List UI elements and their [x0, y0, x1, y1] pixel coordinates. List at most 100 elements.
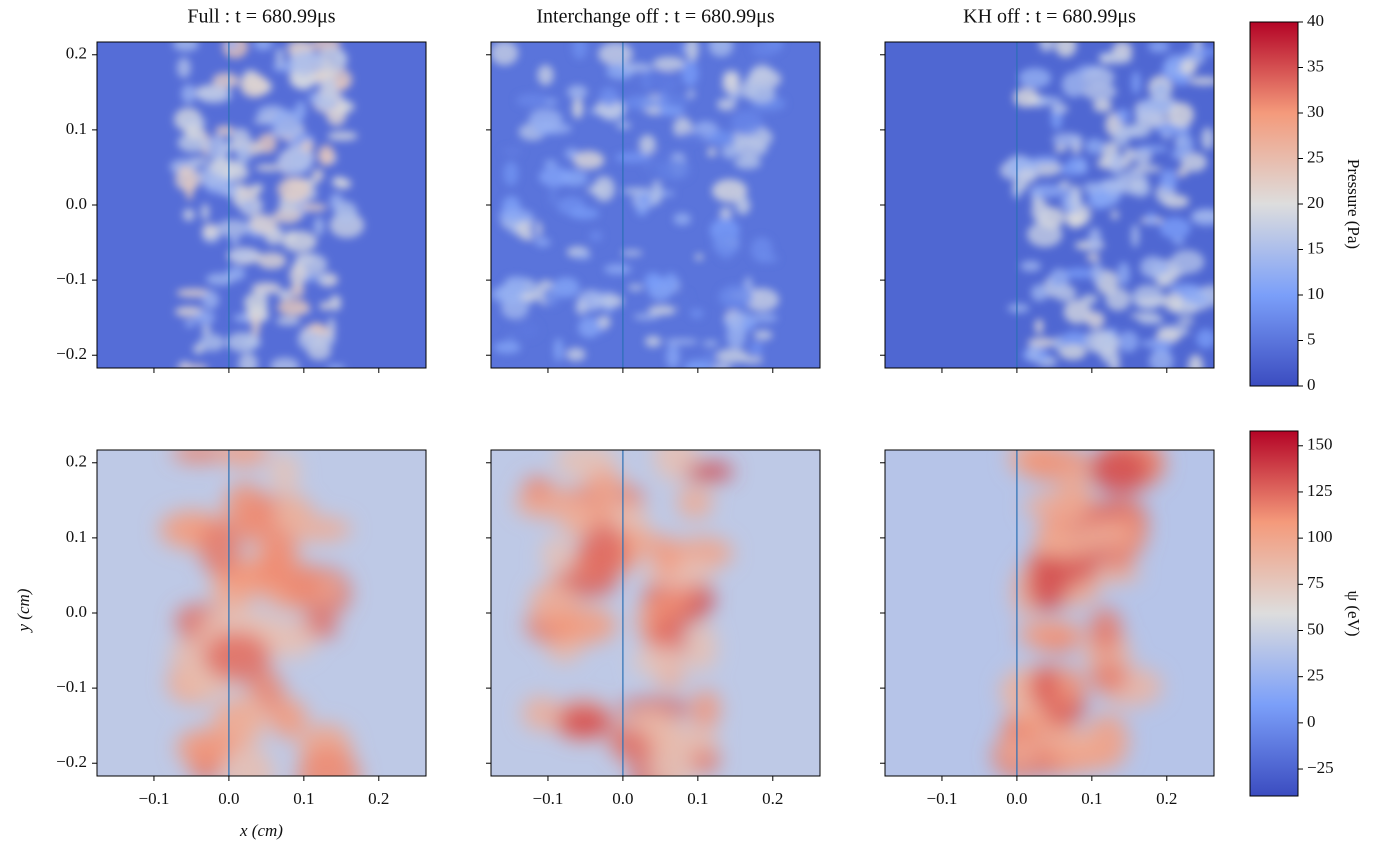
field-blob: [711, 179, 748, 203]
y-tick-label: −0.1: [56, 269, 87, 288]
field-blob: [491, 42, 519, 66]
field-blob: [239, 73, 269, 98]
field-blob: [627, 284, 644, 292]
field-blob: [657, 159, 692, 182]
field-blob: [270, 698, 308, 740]
field-blob: [280, 562, 325, 607]
field-blob: [752, 313, 778, 323]
field-blob: [242, 203, 253, 211]
field-blob: [253, 42, 273, 51]
field-blobs: [169, 42, 365, 368]
y-tick-label: 0.1: [66, 119, 87, 138]
field-blob: [572, 42, 588, 60]
field-blob: [1029, 184, 1065, 198]
field-blob: [1092, 98, 1113, 113]
panel: −0.1 0.0 0.1 0.2: [486, 449, 821, 808]
field-blob: [209, 159, 231, 166]
field-blob: [270, 620, 316, 659]
field-blob: [1026, 344, 1041, 362]
x-tick-label: 0.1: [293, 789, 314, 808]
field-blob: [1061, 71, 1086, 98]
field-blob: [1063, 299, 1092, 324]
field-blob: [569, 207, 600, 220]
field-blob: [646, 725, 719, 756]
field-blob: [202, 223, 219, 239]
field-blob: [1131, 71, 1141, 95]
field-blob: [1086, 253, 1101, 262]
field-blob: [185, 175, 194, 201]
field-blob: [182, 208, 195, 222]
field-blob: [753, 330, 773, 341]
field-blob: [633, 313, 660, 320]
field-blob: [560, 711, 610, 735]
panel-title: Full : t = 680.99μs: [187, 6, 335, 28]
field-blob: [1065, 209, 1085, 229]
field-blob: [196, 86, 233, 104]
field-blob: [1135, 110, 1165, 129]
field-blob: [1017, 620, 1085, 650]
y-tick-label: 0.2: [66, 44, 87, 63]
field-blob: [1139, 256, 1166, 279]
field-blob: [550, 605, 617, 645]
field-blob: [632, 646, 688, 677]
field-blob: [721, 144, 739, 159]
field-blob: [334, 201, 358, 224]
field-blob: [1196, 328, 1214, 349]
field-blob: [519, 293, 539, 300]
field-blob: [1049, 733, 1100, 756]
y-tick-label: −0.1: [56, 677, 87, 696]
field-blob: [212, 72, 240, 89]
field-blob: [1117, 261, 1131, 286]
field-blob: [1030, 665, 1059, 709]
field-blob: [1086, 563, 1141, 585]
field-blob: [172, 42, 199, 52]
field-blob: [1109, 358, 1121, 368]
colorbar-label: ψ (eV): [1344, 590, 1363, 636]
field: [97, 450, 426, 776]
field-blob: [313, 216, 324, 236]
field-blob: [647, 70, 677, 90]
colorbar-tick-label: 75: [1307, 573, 1324, 592]
field-blob: [573, 150, 605, 170]
field-blob: [1082, 82, 1117, 101]
field-blob: [176, 364, 209, 368]
panel: −0.2 −0.1 0.0 0.1 0.2 Full : t = 680.99μs: [56, 6, 427, 373]
field-blob: [1070, 184, 1081, 211]
field-blob: [598, 42, 633, 66]
field-blob: [732, 129, 744, 150]
field-blob: [289, 283, 305, 298]
field-blob: [275, 316, 301, 326]
field-blob: [694, 253, 704, 261]
panel-title: KH off : t = 680.99μs: [963, 6, 1136, 28]
field-blob: [1050, 103, 1069, 114]
field-blob: [509, 220, 518, 235]
field-blob: [269, 452, 300, 494]
field-blob: [537, 64, 554, 86]
field-blob: [1137, 315, 1164, 325]
field-blob: [1158, 264, 1170, 271]
field-blob: [1082, 66, 1115, 88]
field-blob: [644, 272, 663, 290]
field-blob: [1067, 157, 1088, 168]
field-blob: [685, 461, 734, 482]
field-blob: [681, 60, 699, 87]
field-blob: [744, 319, 754, 330]
field-blob: [226, 42, 238, 50]
field-blob: [1000, 739, 1043, 763]
field-blob: [201, 324, 211, 336]
field-blob: [329, 294, 342, 311]
field-blob: [236, 144, 251, 165]
field-blob: [255, 164, 283, 172]
field-blob: [212, 703, 259, 735]
field-blobs: [491, 42, 786, 368]
field-blob: [251, 282, 282, 295]
field-blob: [522, 696, 560, 731]
field-blob: [708, 42, 734, 57]
field-blob: [647, 162, 660, 186]
field-blob: [1089, 607, 1122, 653]
field-blob: [596, 315, 611, 329]
field-blob: [188, 157, 210, 166]
field-blob: [572, 98, 584, 119]
field-blob: [1061, 331, 1088, 348]
field-blob: [1188, 76, 1214, 86]
